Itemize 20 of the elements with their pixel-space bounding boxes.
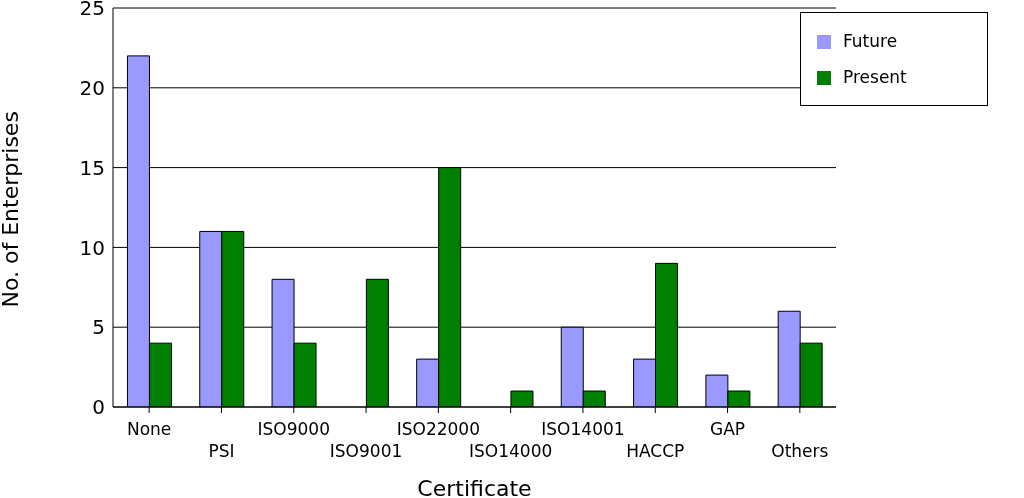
legend-label: Present	[843, 67, 907, 87]
x-tick-label: PSI	[208, 441, 235, 461]
x-tick-label: ISO22000	[396, 419, 480, 439]
x-tick-label: GAP	[710, 419, 746, 439]
x-tick-label: Others	[771, 441, 829, 461]
x-tick-label: ISO14001	[541, 419, 625, 439]
x-tick-label: None	[126, 419, 172, 439]
x-axis-title: Certificate	[417, 476, 532, 498]
y-tick-label: 10	[79, 235, 105, 260]
x-tick-label: ISO9001	[329, 441, 403, 461]
x-tick-label: HACCP	[626, 441, 685, 461]
x-tick-label: ISO9000	[257, 419, 330, 439]
y-axis-title: No. of Enterprises	[0, 111, 23, 308]
legend-label: Future	[843, 31, 898, 51]
y-tick-label: 15	[79, 155, 105, 180]
y-tick-label: 25	[79, 0, 105, 21]
y-tick-label: 20	[79, 75, 105, 100]
y-tick-label: 5	[92, 315, 105, 340]
x-tick-label: ISO14000	[469, 441, 553, 461]
y-tick-label: 0	[92, 395, 105, 420]
